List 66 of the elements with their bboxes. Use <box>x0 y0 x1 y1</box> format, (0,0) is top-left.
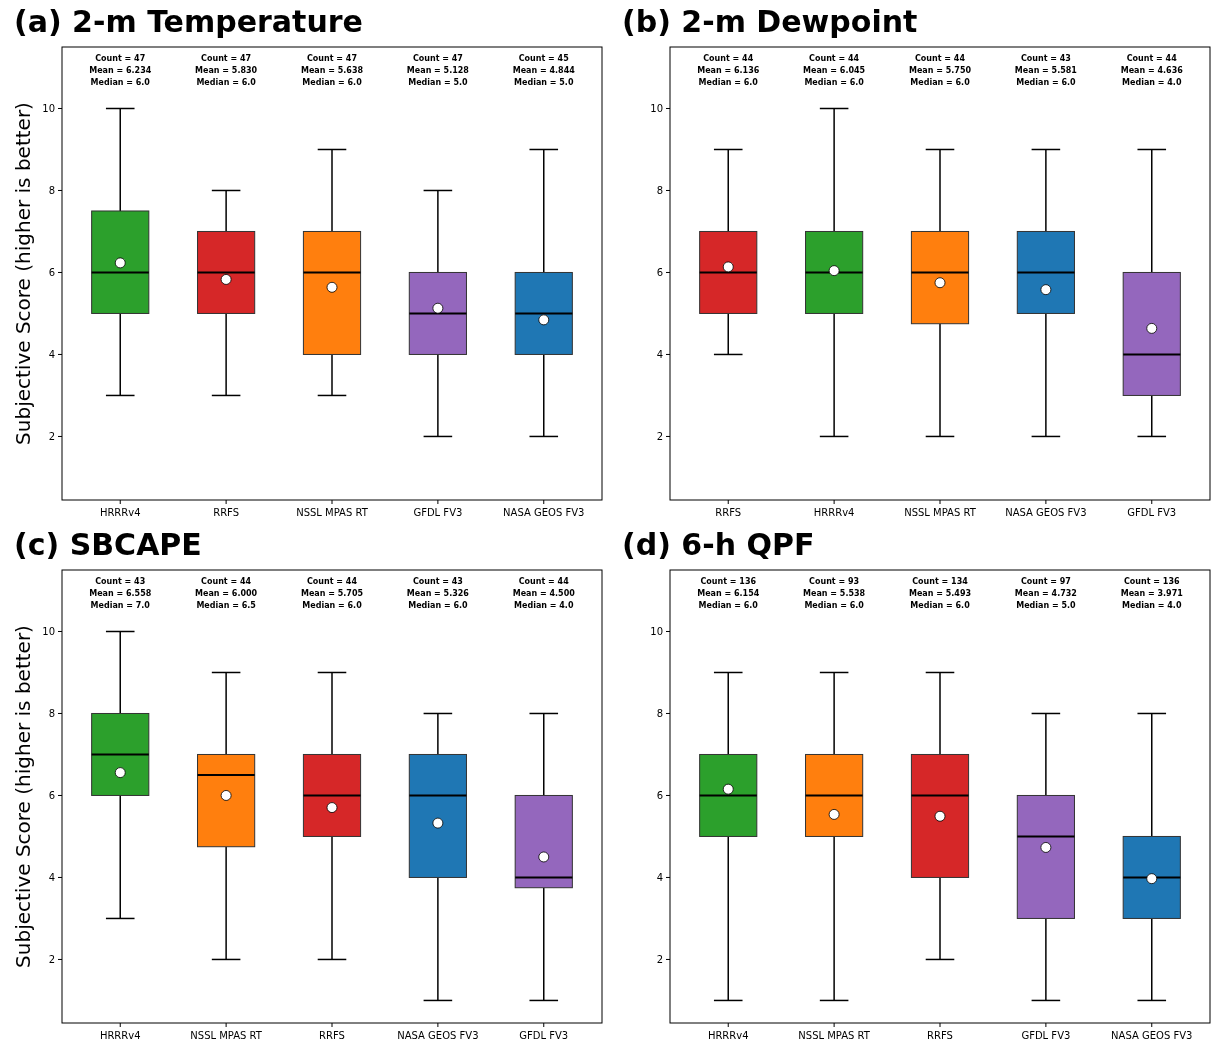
y-tick-label: 2 <box>656 430 663 442</box>
chart-title: (c) SBCAPE <box>14 527 202 562</box>
x-tick-label: GFDL FV3 <box>1021 1030 1071 1041</box>
x-tick-label: GFDL FV3 <box>519 1030 569 1041</box>
annotation: Count = 97 Mean = 4.732 Median = 5.0 <box>1014 577 1077 610</box>
y-tick-label: 10 <box>650 625 663 637</box>
annotation: Count = 43 Mean = 5.581 Median = 6.0 <box>1014 54 1078 87</box>
y-tick-label: 8 <box>48 707 55 719</box>
annotation: Count = 47 Mean = 6.234 Median = 6.0 <box>89 54 152 87</box>
y-tick-label: 8 <box>48 184 55 196</box>
annotation: Count = 44 Mean = 4.636 Median = 4.0 <box>1120 54 1184 87</box>
annotation: Count = 47 Mean = 5.638 Median = 6.0 <box>300 54 364 87</box>
annotation: Count = 44 Mean = 5.750 Median = 6.0 <box>908 54 972 87</box>
x-tick-label: HRRRv4 <box>99 507 141 518</box>
annotation: Count = 47 Mean = 5.128 Median = 5.0 <box>406 54 470 87</box>
x-tick-label: NSSL MPAS RT <box>296 507 369 518</box>
y-tick-label: 4 <box>656 871 663 883</box>
y-tick-label: 6 <box>48 789 55 801</box>
x-tick-label: NASA GEOS FV3 <box>1005 507 1087 518</box>
x-tick-label: HRRRv4 <box>707 1030 749 1041</box>
x-tick-label: NSSL MPAS RT <box>190 1030 263 1041</box>
x-tick-label: HRRRv4 <box>99 1030 141 1041</box>
y-axis-title: Subjective Score (higher is better) <box>11 102 35 445</box>
annotation: Count = 136 Mean = 6.154 Median = 6.0 <box>697 577 760 610</box>
y-tick-label: 4 <box>656 348 663 360</box>
x-tick-label: GFDL FV3 <box>413 507 463 518</box>
x-tick-label: NSSL MPAS RT <box>904 507 977 518</box>
y-tick-label: 6 <box>656 789 663 801</box>
y-axis-title: Subjective Score (higher is better) <box>11 625 35 968</box>
x-tick-label: RRFS <box>213 507 240 518</box>
annotation: Count = 136 Mean = 3.971 Median = 4.0 <box>1120 577 1184 610</box>
x-tick-label: GFDL FV3 <box>1127 507 1177 518</box>
y-tick-label: 8 <box>656 184 663 196</box>
x-tick-label: RRFS <box>319 1030 345 1041</box>
y-tick-label: 2 <box>48 430 55 442</box>
annotation: Count = 134 Mean = 5.493 Median = 6.0 <box>908 577 972 610</box>
x-tick-label: HRRRv4 <box>813 507 855 518</box>
y-tick-label: 10 <box>42 102 55 114</box>
annotation: Count = 47 Mean = 5.830 Median = 6.0 <box>195 54 258 87</box>
y-tick-label: 10 <box>650 102 663 114</box>
annotation: Count = 44 Mean = 4.500 Median = 4.0 <box>512 577 576 610</box>
x-tick-label: NSSL MPAS RT <box>798 1030 871 1041</box>
x-tick-label: NASA GEOS FV3 <box>397 1030 479 1041</box>
annotation: Count = 93 Mean = 5.538 Median = 6.0 <box>803 577 866 610</box>
y-tick-label: 6 <box>48 266 55 278</box>
chart-title: (b) 2-m Dewpoint <box>622 4 918 39</box>
x-tick-label: NASA GEOS FV3 <box>503 507 585 518</box>
annotation: Count = 44 Mean = 6.136 Median = 6.0 <box>697 54 760 87</box>
chart-title: (a) 2-m Temperature <box>14 4 363 39</box>
y-tick-label: 4 <box>48 871 55 883</box>
chart-title: (d) 6-h QPF <box>622 527 815 562</box>
y-tick-label: 2 <box>656 953 663 965</box>
annotation: Count = 45 Mean = 4.844 Median = 5.0 <box>512 54 576 87</box>
x-tick-label: RRFS <box>927 1030 953 1041</box>
y-tick-label: 8 <box>656 707 663 719</box>
annotation: Count = 44 Mean = 6.045 Median = 6.0 <box>803 54 866 87</box>
annotation: Count = 43 Mean = 6.558 Median = 7.0 <box>89 577 152 610</box>
y-tick-label: 10 <box>42 625 55 637</box>
annotation: Count = 44 Mean = 6.000 Median = 6.5 <box>195 577 258 610</box>
y-tick-label: 6 <box>656 266 663 278</box>
x-tick-label: NASA GEOS FV3 <box>1111 1030 1193 1041</box>
y-tick-label: 4 <box>48 348 55 360</box>
annotation: Count = 43 Mean = 5.326 Median = 6.0 <box>406 577 470 610</box>
y-tick-label: 2 <box>48 953 55 965</box>
x-tick-label: RRFS <box>715 507 742 518</box>
annotation: Count = 44 Mean = 5.705 Median = 6.0 <box>300 577 364 610</box>
